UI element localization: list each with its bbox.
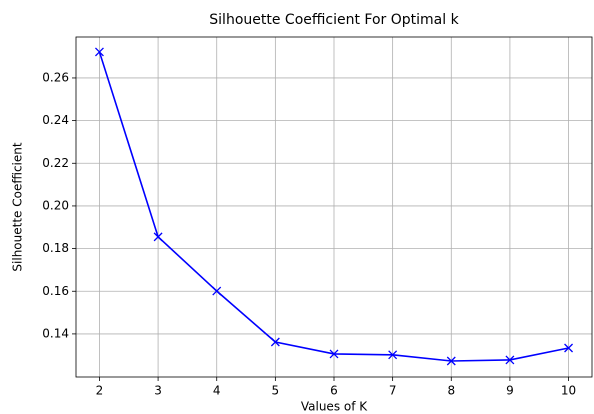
x-tick-label: 9 [506, 384, 514, 398]
y-tick-label: 0.18 [42, 241, 69, 255]
plot-frame [75, 36, 593, 378]
marker [94, 47, 104, 57]
y-tick-label: 0.22 [42, 156, 69, 170]
y-axis-label: Silhouette Coefficient [11, 142, 25, 271]
chart-title: Silhouette Coefficient For Optimal k [209, 12, 459, 28]
x-tick-label: 4 [213, 384, 221, 398]
x-axis-label: Values of K [301, 400, 368, 414]
marker [446, 356, 456, 366]
x-tick-label: 6 [330, 384, 338, 398]
x-tick-label: 5 [272, 384, 280, 398]
marker [388, 350, 398, 360]
marker [505, 355, 515, 365]
x-tick-label: 2 [96, 384, 104, 398]
marker [329, 349, 339, 359]
x-tick-label: 10 [561, 384, 576, 398]
x-tick-label: 3 [154, 384, 162, 398]
y-tick-label: 0.20 [42, 198, 69, 212]
y-tick-label: 0.26 [42, 70, 69, 84]
x-tick-label: 7 [389, 384, 397, 398]
y-tick-label: 0.16 [42, 284, 69, 298]
x-tick-label: 8 [447, 384, 455, 398]
marker [212, 286, 222, 296]
y-tick-label: 0.14 [42, 326, 69, 340]
marker [564, 343, 574, 353]
y-tick-label: 0.24 [42, 113, 69, 127]
marker [153, 232, 163, 242]
marker [270, 337, 280, 347]
